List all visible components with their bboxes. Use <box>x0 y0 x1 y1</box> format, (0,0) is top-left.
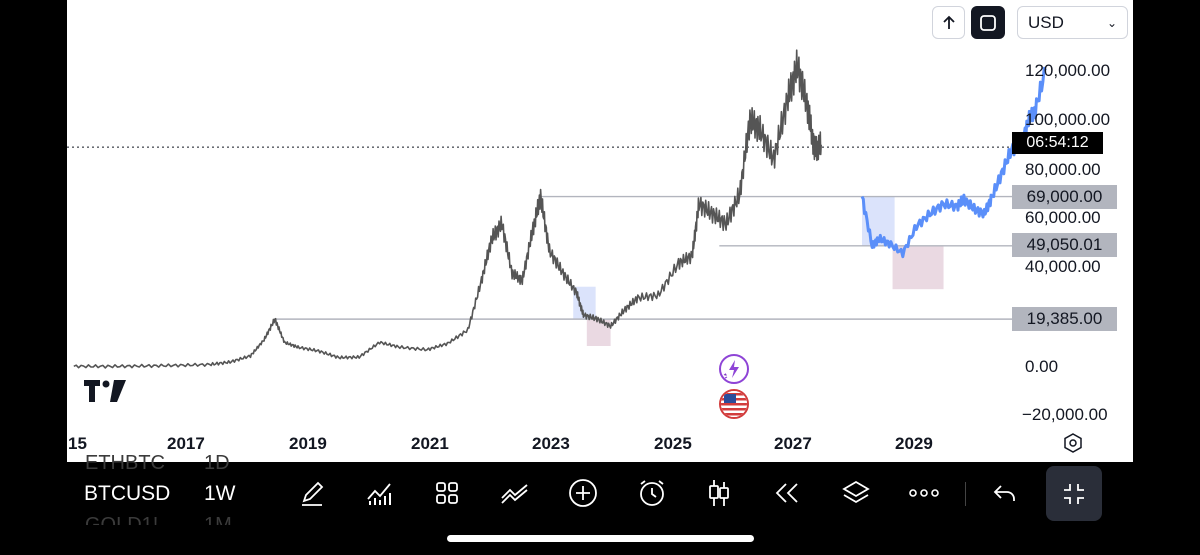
grid-icon[interactable] <box>431 477 463 509</box>
price-tick: 80,000.00 <box>1025 160 1101 179</box>
time-tick: 2021 <box>411 434 449 453</box>
drawing-tools-icon[interactable] <box>499 477 531 509</box>
home-indicator <box>447 535 754 542</box>
next-symbol[interactable]: GOLD1! <box>85 514 159 525</box>
price-tick: 100,000.00 <box>1025 110 1111 129</box>
price-tick: −20,000.00 <box>1022 405 1108 424</box>
currency-value: USD <box>1028 12 1064 32</box>
prev-symbol[interactable]: ETHBTC <box>85 452 165 474</box>
time-tick: 15 <box>68 434 87 453</box>
prev-interval[interactable]: 1D <box>204 452 230 474</box>
pen-icon[interactable] <box>296 477 328 509</box>
interval-selector[interactable]: 1W <box>204 482 236 505</box>
more-icon[interactable] <box>908 477 940 509</box>
chart-settings-icon[interactable] <box>1062 432 1084 459</box>
symbol-selector[interactable]: BTCUSD <box>84 482 171 505</box>
time-tick: 2027 <box>774 434 812 453</box>
price-tick: 60,000.00 <box>1025 208 1101 227</box>
collapse-icon <box>1064 483 1084 504</box>
time-tick: 2025 <box>654 434 692 453</box>
blue-zone <box>573 286 596 320</box>
scroll-up-button[interactable] <box>932 6 965 39</box>
us-flag-icon[interactable] <box>719 389 749 419</box>
alarm-clock-icon[interactable] <box>636 477 668 509</box>
price-series <box>73 49 822 369</box>
lightning-icon[interactable] <box>719 354 749 384</box>
fullscreen-button[interactable] <box>971 6 1005 39</box>
time-tick: 2019 <box>289 434 327 453</box>
price-tick: 40,000.00 <box>1025 257 1101 276</box>
rewind-icon[interactable] <box>771 477 803 509</box>
candlestick-icon[interactable] <box>703 477 735 509</box>
bottom-toolbar <box>67 462 1133 525</box>
next-interval[interactable]: 1M <box>204 514 232 525</box>
arrow-up-icon <box>942 15 955 29</box>
tradingview-logo <box>84 380 126 407</box>
price-tick: 120,000.00 <box>1025 61 1111 80</box>
collapse-button[interactable] <box>1046 466 1102 521</box>
time-tick: 2017 <box>167 434 205 453</box>
time-tick: 2023 <box>532 434 570 453</box>
toolbar-divider <box>965 482 966 506</box>
level-label[interactable]: 19,385.00 <box>1012 307 1117 331</box>
layers-icon[interactable] <box>840 477 872 509</box>
time-tick: 2029 <box>895 434 933 453</box>
level-label[interactable]: 69,000.00 <box>1012 185 1117 209</box>
plus-icon[interactable] <box>567 477 599 509</box>
chevron-down-icon: ⌄ <box>1106 15 1117 30</box>
indicators-icon[interactable] <box>363 477 395 509</box>
undo-icon[interactable] <box>989 477 1021 509</box>
chart-screen[interactable]: USD ⌄ 120,000.00 100,000.00 80,000.00 60… <box>67 0 1133 525</box>
price-tick: 0.00 <box>1025 357 1059 376</box>
level-label[interactable]: 49,050.01 <box>1012 233 1117 257</box>
currency-select[interactable]: USD ⌄ <box>1017 6 1128 39</box>
bar-countdown: 06:54:12 <box>1012 132 1103 154</box>
price-chart[interactable] <box>67 0 1133 525</box>
square-frame-icon <box>980 14 996 31</box>
